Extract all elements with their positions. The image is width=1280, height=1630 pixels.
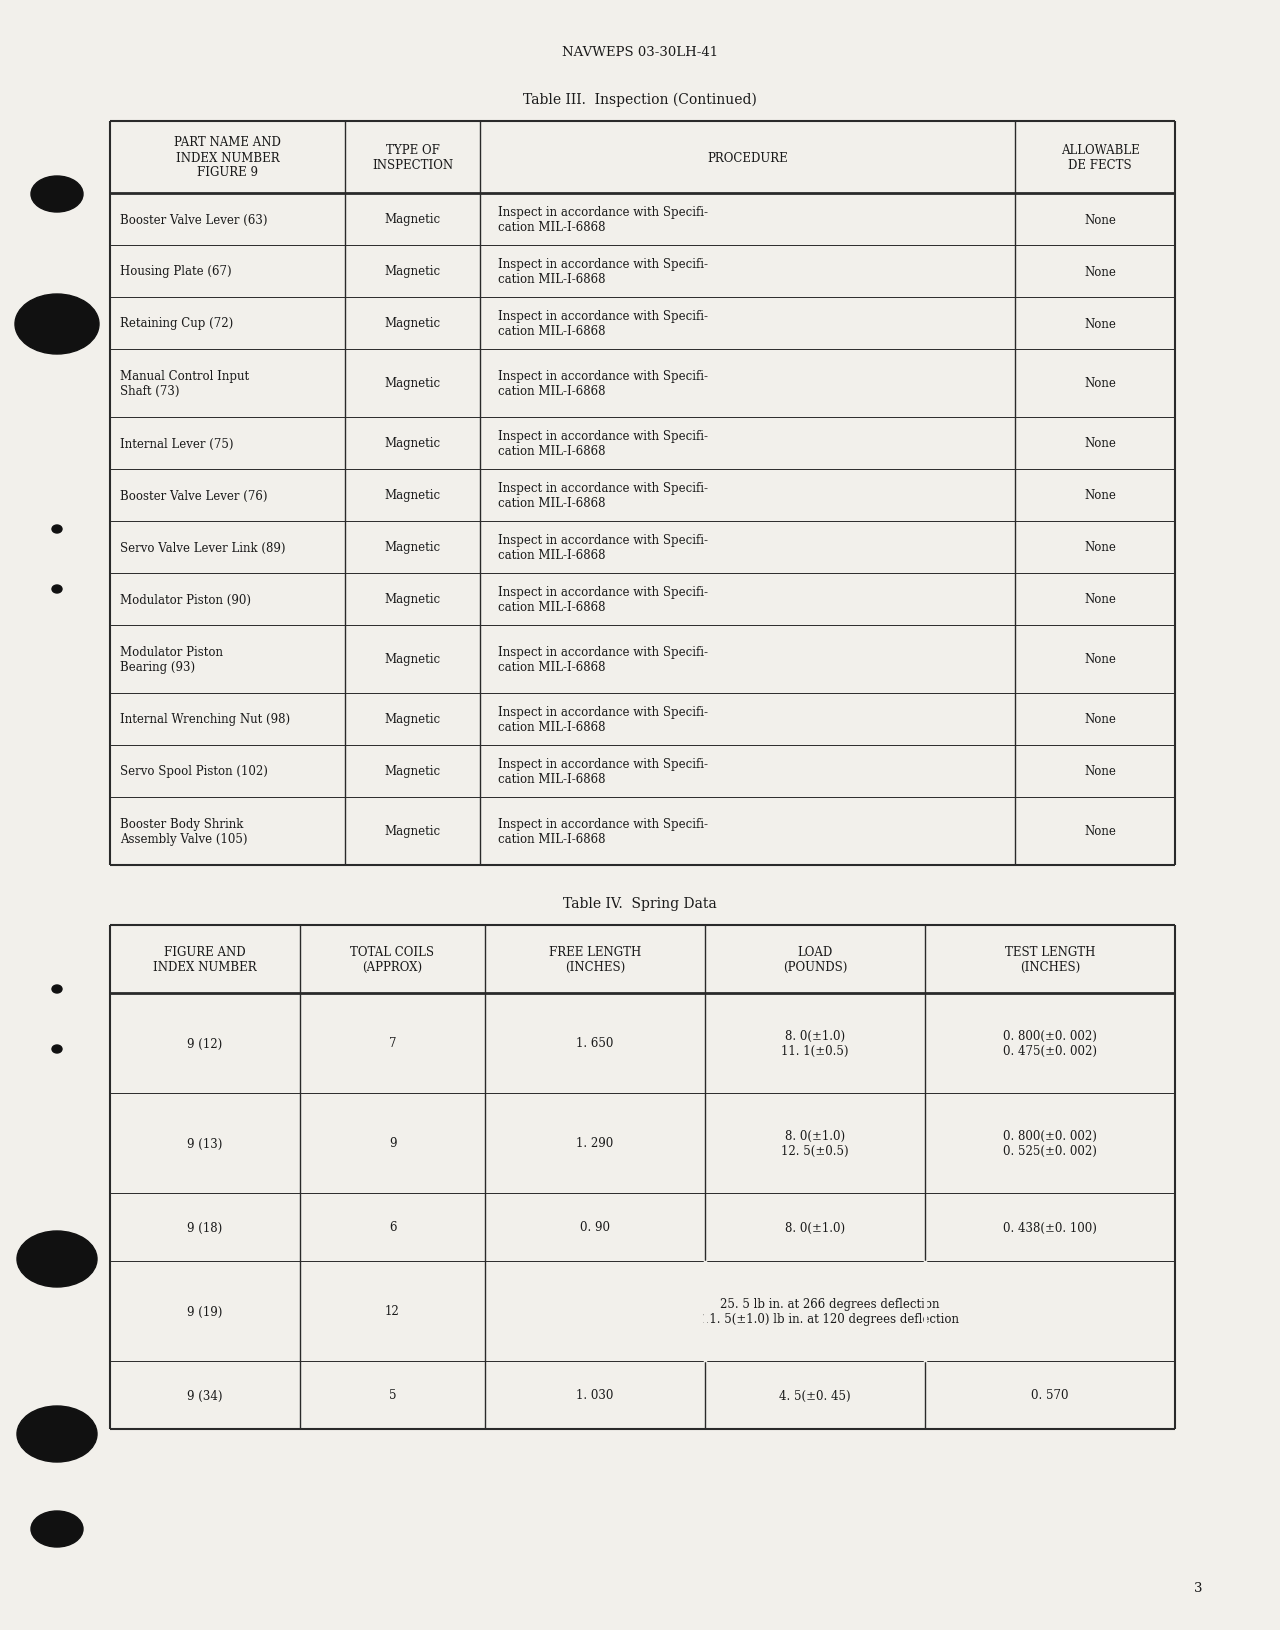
Text: None: None [1084, 541, 1116, 554]
Text: None: None [1084, 764, 1116, 778]
Text: Servo Valve Lever Link (89): Servo Valve Lever Link (89) [120, 541, 285, 554]
Text: Manual Control Input
Shaft (73): Manual Control Input Shaft (73) [120, 370, 250, 398]
Text: None: None [1084, 266, 1116, 279]
Text: Booster Valve Lever (76): Booster Valve Lever (76) [120, 489, 268, 502]
Text: None: None [1084, 214, 1116, 227]
Text: 3: 3 [1194, 1581, 1202, 1594]
Text: 9 (34): 9 (34) [187, 1389, 223, 1402]
Text: None: None [1084, 654, 1116, 667]
Text: None: None [1084, 825, 1116, 838]
Ellipse shape [52, 986, 61, 993]
Text: Inspect in accordance with Specifi-
cation MIL-I-6868: Inspect in accordance with Specifi- cati… [498, 758, 708, 786]
Text: Internal Lever (75): Internal Lever (75) [120, 437, 233, 450]
Text: None: None [1084, 377, 1116, 390]
Text: Table IV.  Spring Data: Table IV. Spring Data [563, 897, 717, 911]
Text: 25. 5 lb in. at 266 degrees deflection
11. 5(±1.0) lb in. at 120 degrees deflect: 25. 5 lb in. at 266 degrees deflection 1… [701, 1297, 959, 1325]
Text: 1. 650: 1. 650 [576, 1037, 613, 1050]
Text: Inspect in accordance with Specifi-
cation MIL-I-6868: Inspect in accordance with Specifi- cati… [498, 645, 708, 673]
Text: 9 (12): 9 (12) [187, 1037, 223, 1050]
Text: TYPE OF
INSPECTION: TYPE OF INSPECTION [372, 143, 453, 171]
Text: Inspect in accordance with Specifi-
cation MIL-I-6868: Inspect in accordance with Specifi- cati… [498, 205, 708, 233]
Text: FREE LENGTH
(INCHES): FREE LENGTH (INCHES) [549, 945, 641, 973]
Ellipse shape [15, 295, 99, 355]
Text: Magnetic: Magnetic [384, 541, 440, 554]
Text: None: None [1084, 593, 1116, 606]
Text: 4. 5(±0. 45): 4. 5(±0. 45) [780, 1389, 851, 1402]
Text: None: None [1084, 318, 1116, 331]
Text: None: None [1084, 437, 1116, 450]
Text: LOAD
(POUNDS): LOAD (POUNDS) [783, 945, 847, 973]
Text: 8. 0(±1.0)
12. 5(±0.5): 8. 0(±1.0) 12. 5(±0.5) [781, 1130, 849, 1157]
Text: Servo Spool Piston (102): Servo Spool Piston (102) [120, 764, 268, 778]
Ellipse shape [31, 1511, 83, 1547]
Ellipse shape [31, 178, 83, 214]
Text: Magnetic: Magnetic [384, 764, 440, 778]
Text: Inspect in accordance with Specifi-
cation MIL-I-6868: Inspect in accordance with Specifi- cati… [498, 533, 708, 562]
Text: None: None [1084, 489, 1116, 502]
Text: Inspect in accordance with Specifi-
cation MIL-I-6868: Inspect in accordance with Specifi- cati… [498, 482, 708, 510]
Text: Inspect in accordance with Specifi-
cation MIL-I-6868: Inspect in accordance with Specifi- cati… [498, 370, 708, 398]
Text: 1. 030: 1. 030 [576, 1389, 613, 1402]
Text: 0. 438(±0. 100): 0. 438(±0. 100) [1004, 1221, 1097, 1234]
Ellipse shape [17, 1407, 97, 1462]
Text: Booster Valve Lever (63): Booster Valve Lever (63) [120, 214, 268, 227]
Text: Magnetic: Magnetic [384, 593, 440, 606]
Text: TOTAL COILS
(APPROX): TOTAL COILS (APPROX) [351, 945, 434, 973]
Text: Inspect in accordance with Specifi-
cation MIL-I-6868: Inspect in accordance with Specifi- cati… [498, 310, 708, 337]
Text: 9 (18): 9 (18) [187, 1221, 223, 1234]
Text: Booster Body Shrink
Assembly Valve (105): Booster Body Shrink Assembly Valve (105) [120, 818, 247, 846]
Text: 0. 800(±0. 002)
0. 475(±0. 002): 0. 800(±0. 002) 0. 475(±0. 002) [1004, 1030, 1097, 1058]
Text: ALLOWABLE
DE FECTS: ALLOWABLE DE FECTS [1061, 143, 1139, 171]
Text: 7: 7 [389, 1037, 397, 1050]
Text: Table III.  Inspection (Continued): Table III. Inspection (Continued) [524, 93, 756, 108]
Text: 6: 6 [389, 1221, 397, 1234]
Text: Magnetic: Magnetic [384, 437, 440, 450]
Text: Inspect in accordance with Specifi-
cation MIL-I-6868: Inspect in accordance with Specifi- cati… [498, 818, 708, 846]
Ellipse shape [17, 1231, 97, 1288]
Text: Magnetic: Magnetic [384, 377, 440, 390]
Text: Housing Plate (67): Housing Plate (67) [120, 266, 232, 279]
Text: 5: 5 [389, 1389, 397, 1402]
Text: 8. 0(±1.0)
11. 1(±0.5): 8. 0(±1.0) 11. 1(±0.5) [781, 1030, 849, 1058]
Text: Modulator Piston
Bearing (93): Modulator Piston Bearing (93) [120, 645, 223, 673]
Text: 9: 9 [389, 1136, 397, 1149]
Text: Retaining Cup (72): Retaining Cup (72) [120, 318, 233, 331]
Text: FIGURE AND
INDEX NUMBER: FIGURE AND INDEX NUMBER [154, 945, 257, 973]
Text: 0. 570: 0. 570 [1032, 1389, 1069, 1402]
Text: 1. 290: 1. 290 [576, 1136, 613, 1149]
Text: Magnetic: Magnetic [384, 712, 440, 725]
Ellipse shape [52, 1045, 61, 1053]
Text: Magnetic: Magnetic [384, 825, 440, 838]
Text: Inspect in accordance with Specifi-
cation MIL-I-6868: Inspect in accordance with Specifi- cati… [498, 258, 708, 285]
Text: Modulator Piston (90): Modulator Piston (90) [120, 593, 251, 606]
Text: 0. 90: 0. 90 [580, 1221, 611, 1234]
Text: NAVWEPS 03-30LH-41: NAVWEPS 03-30LH-41 [562, 46, 718, 59]
Text: 0. 800(±0. 002)
0. 525(±0. 002): 0. 800(±0. 002) 0. 525(±0. 002) [1004, 1130, 1097, 1157]
Text: Magnetic: Magnetic [384, 489, 440, 502]
Text: 8. 0(±1.0): 8. 0(±1.0) [785, 1221, 845, 1234]
Ellipse shape [52, 526, 61, 533]
Text: Magnetic: Magnetic [384, 266, 440, 279]
Text: Inspect in accordance with Specifi-
cation MIL-I-6868: Inspect in accordance with Specifi- cati… [498, 585, 708, 613]
Text: Magnetic: Magnetic [384, 318, 440, 331]
Text: TEST LENGTH
(INCHES): TEST LENGTH (INCHES) [1005, 945, 1096, 973]
Text: PROCEDURE: PROCEDURE [707, 152, 788, 165]
Text: Internal Wrenching Nut (98): Internal Wrenching Nut (98) [120, 712, 291, 725]
Text: Inspect in accordance with Specifi-
cation MIL-I-6868: Inspect in accordance with Specifi- cati… [498, 706, 708, 734]
Text: Inspect in accordance with Specifi-
cation MIL-I-6868: Inspect in accordance with Specifi- cati… [498, 430, 708, 458]
Text: 9 (13): 9 (13) [187, 1136, 223, 1149]
Text: None: None [1084, 712, 1116, 725]
Text: PART NAME AND
INDEX NUMBER
FIGURE 9: PART NAME AND INDEX NUMBER FIGURE 9 [174, 137, 280, 179]
Ellipse shape [52, 585, 61, 593]
Text: 12: 12 [385, 1304, 399, 1317]
Text: 9 (19): 9 (19) [187, 1304, 223, 1317]
Text: Magnetic: Magnetic [384, 214, 440, 227]
Text: Magnetic: Magnetic [384, 654, 440, 667]
